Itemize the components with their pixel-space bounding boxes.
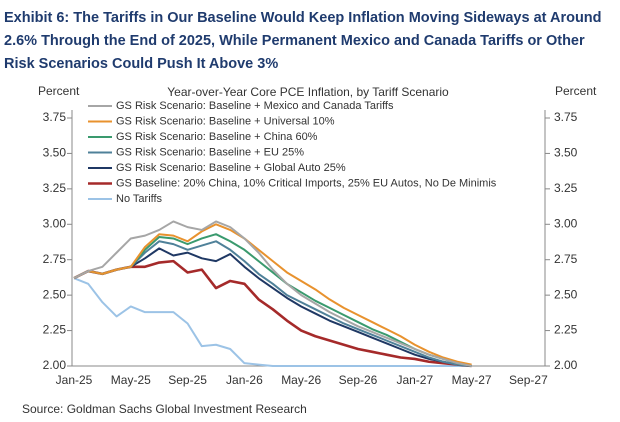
y-tick-label: 3.25: [43, 181, 67, 195]
x-tick-label: Sep-25: [168, 373, 207, 387]
y-axis-label: Percent: [38, 84, 80, 98]
y2-axis-label: Percent: [555, 84, 597, 98]
x-tick-label: May-26: [281, 373, 321, 387]
legend-label: GS Risk Scenario: Baseline + EU 25%: [116, 146, 304, 158]
y2-tick-label: 2.25: [554, 323, 578, 337]
y-tick-label: 3.00: [43, 216, 67, 230]
y-tick-label: 2.00: [43, 358, 67, 372]
chart-title: Risk Scenarios Could Push It Above 3%: [4, 56, 278, 72]
x-tick-label: Sep-27: [509, 373, 548, 387]
y-tick-label: 2.50: [43, 287, 67, 301]
y2-tick-label: 2.75: [554, 252, 578, 266]
y-tick-label: 2.75: [43, 252, 67, 266]
x-tick-label: May-25: [111, 373, 151, 387]
x-tick-label: Sep-26: [339, 373, 378, 387]
source: Source: Goldman Sachs Global Investment …: [22, 402, 307, 416]
y2-tick-label: 3.50: [554, 146, 578, 160]
series-line: [73, 223, 472, 366]
series-line: [73, 259, 472, 368]
legend-label: No Tariffs: [116, 193, 163, 205]
y2-tick-label: 3.75: [554, 110, 578, 124]
series-line: [73, 277, 472, 367]
legend-label: GS Risk Scenario: Baseline + Universal 1…: [116, 115, 335, 127]
series-line: [73, 220, 472, 367]
y2-tick-label: 2.00: [554, 358, 578, 372]
y-tick-label: 3.50: [43, 146, 67, 160]
chart-title: 2.6% Through the End of 2025, While Perm…: [4, 33, 585, 49]
series-line: [73, 240, 472, 367]
x-tick-label: Jan-25: [56, 373, 93, 387]
x-tick-label: Jan-26: [226, 373, 263, 387]
y2-tick-label: 3.00: [554, 216, 578, 230]
x-tick-label: May-27: [452, 373, 492, 387]
y-tick-label: 2.25: [43, 323, 67, 337]
legend-label: GS Risk Scenario: Baseline + China 60%: [116, 131, 318, 143]
legend-label: GS Risk Scenario: Baseline + Global Auto…: [116, 162, 346, 174]
y2-tick-label: 3.25: [554, 181, 578, 195]
series-line: [73, 247, 472, 367]
chart-title: Exhibit 6: The Tariffs in Our Baseline W…: [4, 10, 602, 26]
series-line: [73, 233, 472, 367]
legend-label: GS Risk Scenario: Baseline + Mexico and …: [116, 100, 394, 112]
y2-tick-label: 2.50: [554, 287, 578, 301]
y-tick-label: 3.75: [43, 110, 67, 124]
legend-label: GS Baseline: 20% China, 10% Critical Imp…: [116, 177, 497, 189]
subtitle: Year-over-Year Core PCE Inflation, by Ta…: [167, 85, 449, 99]
x-tick-label: Jan-27: [396, 373, 433, 387]
